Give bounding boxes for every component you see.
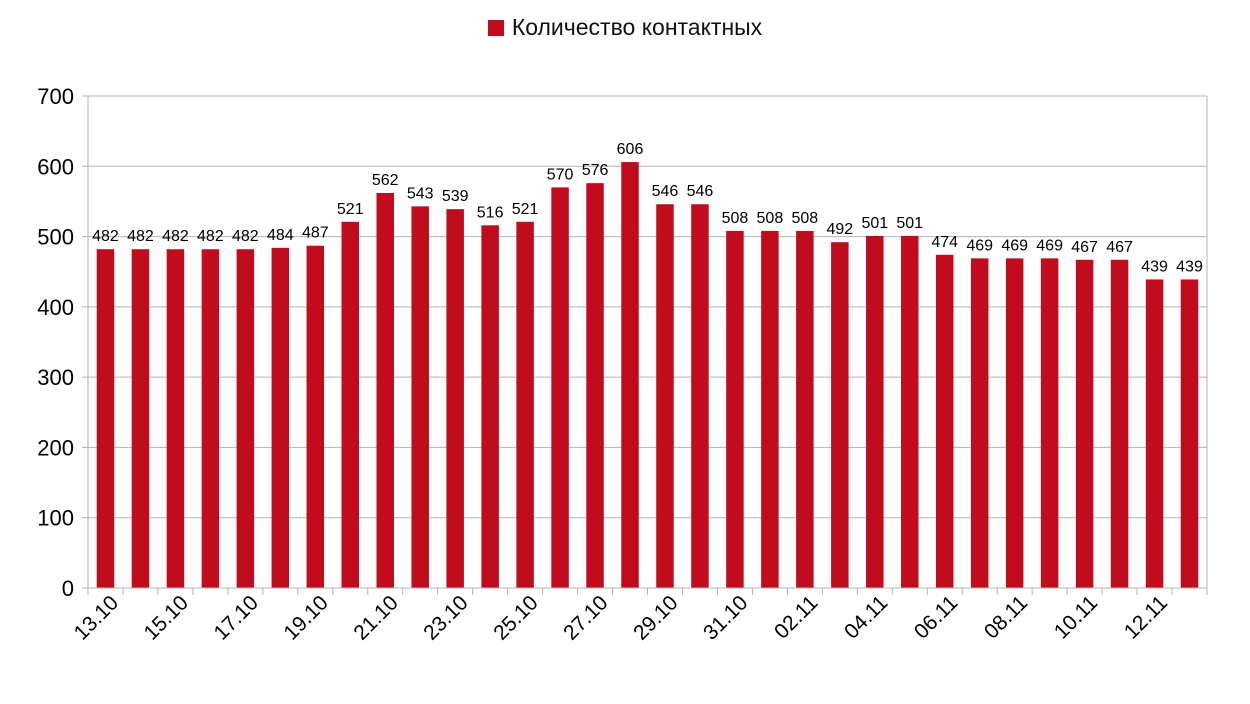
y-tick-label: 700 bbox=[37, 84, 74, 109]
x-tick-label: 10.11 bbox=[1050, 591, 1102, 643]
data-label: 484 bbox=[267, 227, 294, 244]
data-label: 562 bbox=[372, 172, 399, 189]
x-tick-label: 25.10 bbox=[489, 591, 542, 644]
data-label: 501 bbox=[896, 215, 923, 232]
bar bbox=[131, 249, 150, 589]
bar bbox=[1145, 279, 1164, 588]
x-tick-label: 29.10 bbox=[629, 591, 682, 644]
bar bbox=[691, 204, 709, 589]
data-label: 492 bbox=[826, 221, 853, 238]
bar bbox=[970, 258, 989, 588]
data-label: 482 bbox=[197, 228, 224, 245]
x-tick-label: 04.11 bbox=[840, 591, 892, 643]
y-tick-label: 300 bbox=[37, 365, 74, 390]
data-label: 508 bbox=[792, 210, 819, 227]
data-label: 482 bbox=[127, 228, 154, 245]
legend-swatch bbox=[487, 20, 504, 36]
x-tick-label: 21.10 bbox=[349, 591, 402, 644]
data-label: 521 bbox=[512, 201, 539, 218]
data-label: 546 bbox=[687, 183, 714, 200]
bar bbox=[201, 249, 220, 589]
x-tick-label: 08.11 bbox=[980, 591, 1032, 643]
data-label: 439 bbox=[1176, 258, 1203, 275]
x-tick-label: 19.10 bbox=[279, 591, 332, 644]
bar bbox=[586, 183, 604, 588]
bar bbox=[306, 245, 325, 589]
x-tick-label: 15.10 bbox=[140, 591, 193, 644]
x-tick-label: 27.10 bbox=[559, 591, 612, 644]
data-label: 576 bbox=[582, 162, 609, 179]
data-label: 469 bbox=[1036, 237, 1063, 254]
data-label: 439 bbox=[1141, 258, 1168, 275]
bar bbox=[831, 242, 849, 589]
bar bbox=[761, 230, 779, 588]
data-label: 469 bbox=[1001, 237, 1028, 254]
bar bbox=[551, 187, 569, 588]
bar bbox=[446, 209, 464, 588]
data-label: 467 bbox=[1106, 239, 1133, 256]
bar bbox=[411, 206, 429, 588]
y-tick-label: 100 bbox=[37, 506, 74, 531]
y-tick-label: 500 bbox=[37, 225, 74, 250]
data-label: 482 bbox=[232, 228, 259, 245]
data-label: 546 bbox=[652, 183, 679, 200]
data-label: 508 bbox=[722, 210, 749, 227]
data-label: 606 bbox=[617, 141, 644, 158]
data-label: 469 bbox=[966, 237, 993, 254]
x-tick-label: 23.10 bbox=[419, 591, 472, 644]
data-label: 501 bbox=[861, 215, 888, 232]
bar bbox=[166, 249, 185, 589]
bar bbox=[516, 221, 534, 588]
bar bbox=[1005, 258, 1024, 588]
data-label: 487 bbox=[302, 225, 329, 242]
data-label: 467 bbox=[1071, 239, 1098, 256]
data-label: 521 bbox=[337, 201, 364, 218]
legend-label: Количество контактных bbox=[511, 14, 763, 40]
data-label: 482 bbox=[92, 228, 119, 245]
bar bbox=[866, 235, 884, 588]
bar bbox=[481, 225, 499, 588]
bar bbox=[901, 235, 919, 588]
y-tick-label: 200 bbox=[37, 435, 74, 460]
bar bbox=[935, 254, 954, 589]
bar bbox=[1180, 279, 1199, 588]
x-tick-label: 06.11 bbox=[910, 591, 962, 643]
bar bbox=[271, 247, 290, 588]
bar bbox=[621, 162, 639, 588]
x-tick-label: 13.10 bbox=[70, 591, 123, 644]
bar bbox=[1040, 258, 1059, 588]
data-label: 539 bbox=[442, 188, 469, 205]
data-label: 543 bbox=[407, 185, 434, 202]
x-tick-label: 17.10 bbox=[209, 591, 262, 644]
bar bbox=[1110, 259, 1129, 588]
data-label: 516 bbox=[477, 204, 504, 221]
bar bbox=[236, 249, 255, 589]
bar bbox=[376, 192, 394, 588]
y-tick-label: 400 bbox=[37, 295, 74, 320]
x-tick-label: 02.11 bbox=[770, 591, 822, 643]
x-tick-label: 12.11 bbox=[1120, 591, 1172, 643]
y-tick-label: 600 bbox=[37, 154, 74, 179]
bar bbox=[1075, 259, 1094, 588]
data-label: 482 bbox=[162, 228, 189, 245]
data-label: 474 bbox=[931, 234, 958, 251]
data-label: 508 bbox=[757, 210, 784, 227]
bar bbox=[726, 230, 744, 588]
bar bbox=[96, 249, 115, 589]
bar bbox=[796, 230, 814, 588]
bar bbox=[656, 204, 674, 589]
x-tick-label: 31.10 bbox=[699, 591, 752, 644]
bar bbox=[341, 221, 360, 588]
data-label: 570 bbox=[547, 166, 574, 183]
legend: Количество контактных bbox=[0, 14, 1250, 41]
y-tick-label: 0 bbox=[62, 576, 74, 601]
